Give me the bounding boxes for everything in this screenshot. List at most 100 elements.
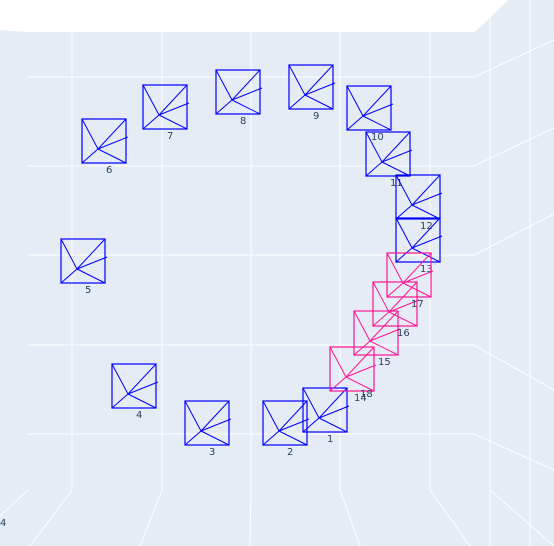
- camera-ray: [231, 99, 261, 115]
- camera-ray: [215, 99, 233, 115]
- camera-frame: [329, 346, 375, 392]
- camera-ray: [329, 376, 347, 392]
- camera-ray: [365, 131, 383, 163]
- camera-ray: [97, 148, 127, 164]
- camera-ray: [318, 387, 348, 419]
- grid-line-right-wall: [473, 433, 554, 471]
- camera-direction: [158, 102, 190, 116]
- camera-frame: [386, 252, 432, 298]
- camera-frame: [142, 84, 188, 130]
- grid-line-floor: [139, 489, 163, 546]
- camera-ray: [111, 393, 129, 409]
- camera-ray: [353, 340, 371, 356]
- camera-ray: [362, 85, 392, 117]
- camera-7: 7: [142, 84, 190, 142]
- camera-ray: [411, 247, 441, 263]
- camera-direction: [76, 256, 108, 270]
- camera-ray: [278, 400, 308, 432]
- scene-floor: [0, 490, 554, 546]
- camera-direction: [345, 364, 377, 378]
- camera-ray: [346, 115, 364, 131]
- camera-ray: [318, 417, 348, 433]
- camera-ray: [411, 204, 441, 220]
- camera-ray: [288, 64, 306, 96]
- camera-ray: [381, 161, 411, 177]
- camera-ray: [127, 393, 157, 409]
- grid-line-right-wall: [473, 344, 554, 391]
- camera-ray: [411, 217, 441, 249]
- camera-ray: [97, 118, 127, 150]
- camera-ray: [411, 174, 441, 206]
- axis-corner-label: 4: [0, 518, 6, 529]
- camera-12: 12: [395, 174, 443, 232]
- camera-ray: [302, 387, 320, 419]
- camera-4: 4: [111, 363, 159, 421]
- camera-ray: [81, 118, 99, 150]
- camera-direction: [411, 192, 443, 206]
- camera-label: 8: [240, 116, 246, 127]
- camera-frame: [346, 85, 392, 131]
- camera-1: 1: [302, 387, 350, 445]
- camera-ray: [304, 94, 334, 110]
- camera-label: 5: [85, 285, 91, 296]
- camera-label: 13: [420, 264, 433, 275]
- camera-frame: [81, 118, 127, 164]
- camera-label: 1: [327, 434, 333, 445]
- camera-ray: [395, 204, 413, 220]
- camera-ray: [200, 430, 230, 446]
- grid-line-floor: [249, 489, 252, 546]
- camera-ray: [184, 400, 202, 432]
- camera-ray: [353, 310, 371, 342]
- camera-ray: [402, 282, 432, 298]
- camera-ray: [142, 84, 160, 116]
- camera-frame: [302, 387, 348, 433]
- camera-frame: [288, 64, 334, 110]
- camera-frame: [372, 281, 418, 327]
- camera-ray: [372, 311, 390, 327]
- camera-ray: [372, 281, 390, 313]
- camera-ray: [304, 64, 334, 96]
- grid-line-floor: [489, 489, 554, 546]
- camera-ray: [158, 114, 188, 130]
- camera-frame: [184, 400, 230, 446]
- camera-13: 13: [395, 217, 443, 275]
- camera-ray: [362, 115, 392, 131]
- camera-direction: [278, 418, 310, 432]
- camera-8: 8: [215, 69, 263, 127]
- camera-ray: [345, 346, 375, 378]
- camera-direction: [97, 136, 129, 150]
- grid-line-floor: [429, 489, 471, 546]
- camera-ray: [60, 268, 78, 284]
- camera-label: 18: [360, 389, 373, 400]
- camera-ray: [76, 238, 106, 270]
- camera-direction: [318, 405, 350, 419]
- camera-direction: [402, 270, 434, 284]
- camera-label: 7: [167, 131, 173, 142]
- camera-ray: [111, 363, 129, 395]
- camera-ray: [365, 161, 383, 177]
- camera-label: 9: [313, 111, 319, 122]
- camera-frame: [262, 400, 308, 446]
- grid-line-right-wall: [473, 127, 554, 167]
- camera-direction: [231, 87, 263, 101]
- camera-label: 15: [378, 357, 391, 368]
- camera-ray: [81, 148, 99, 164]
- grid-line-right-wall: [473, 39, 554, 78]
- camera-ray: [395, 217, 413, 249]
- camera-14: 14: [329, 346, 377, 404]
- camera-ray: [288, 94, 306, 110]
- camera-ray: [329, 346, 347, 378]
- camera-label: 12: [420, 221, 433, 232]
- camera-label: 3: [209, 447, 215, 458]
- camera-2: 2: [262, 400, 310, 458]
- camera-direction: [362, 103, 394, 117]
- camera-ray: [200, 400, 230, 432]
- camera-ray: [388, 311, 418, 327]
- grid-line-floor: [0, 489, 29, 517]
- camera-frame: [365, 131, 411, 177]
- grid-line-right-wall: [473, 213, 554, 256]
- grid-line-floor: [339, 489, 361, 546]
